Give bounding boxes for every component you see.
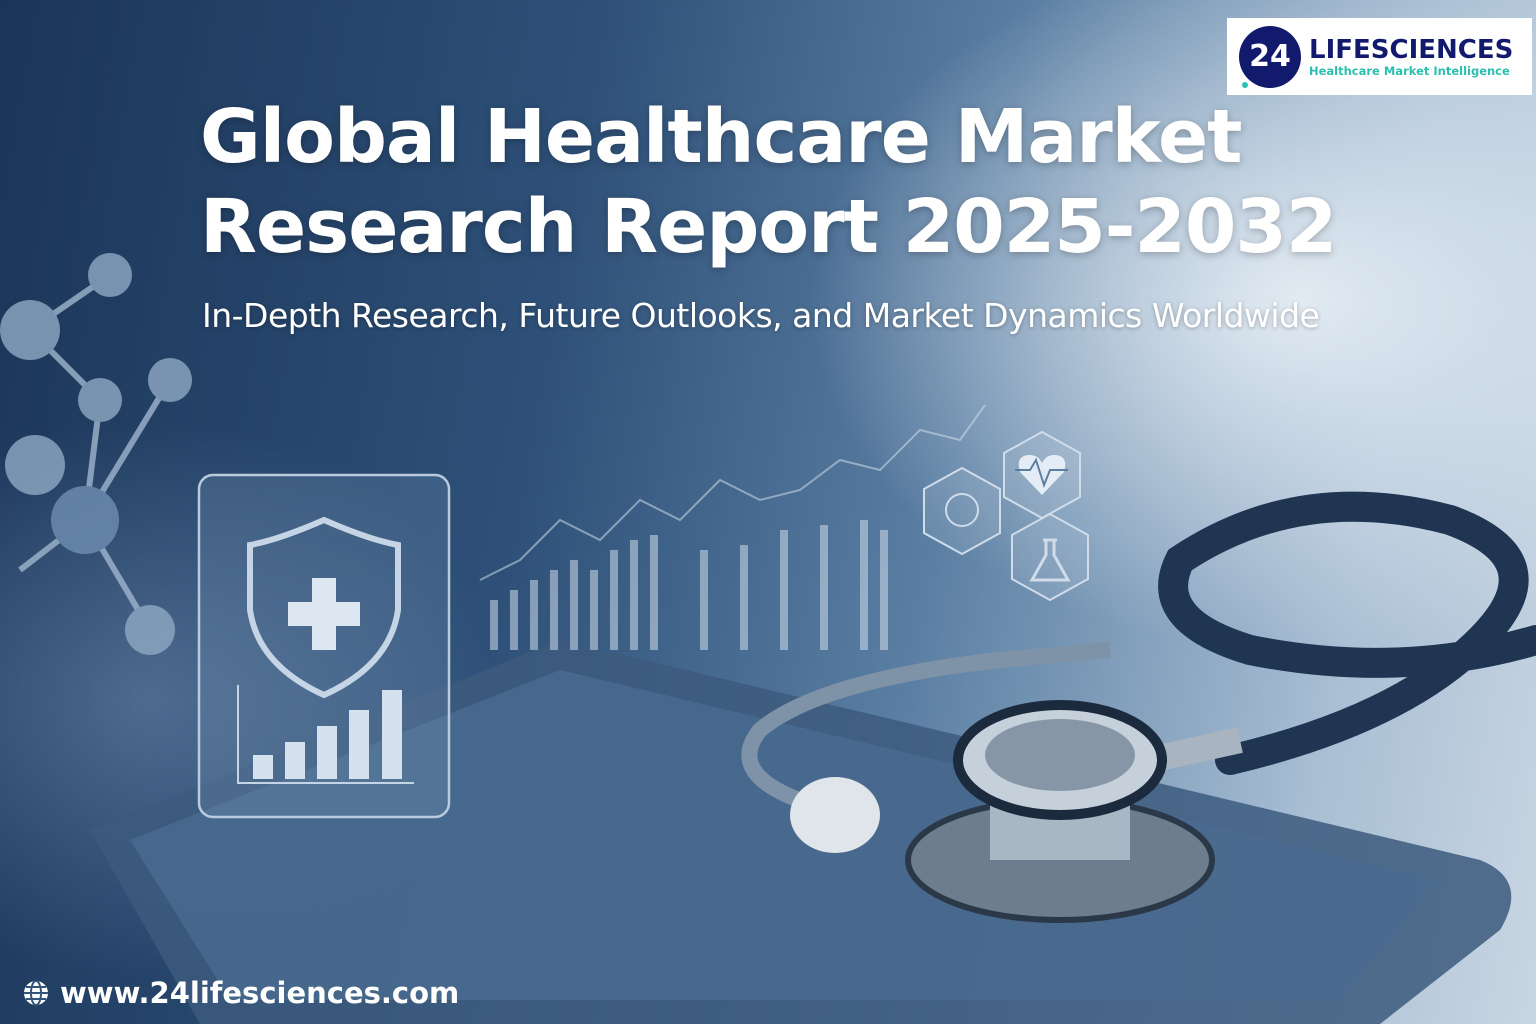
title-line-1: Global Healthcare Market	[200, 94, 1243, 180]
logo-dot	[1242, 81, 1248, 88]
flask-icon	[1029, 538, 1071, 582]
brand-logo: 24 LIFESCIENCES Healthcare Market Intell…	[1227, 18, 1532, 95]
logo-name: LIFESCIENCES	[1309, 34, 1514, 65]
globe-icon	[24, 980, 48, 1006]
bar-chart-icon	[253, 690, 402, 779]
shield-card	[197, 473, 451, 819]
shield-plus-icon	[247, 516, 401, 699]
title-line-2: Research Report 2025-2032	[200, 184, 1337, 270]
hexagon-icons	[923, 430, 1089, 602]
stethoscope-icon	[741, 491, 1536, 923]
molecule-icon	[0, 253, 192, 655]
footer-website[interactable]: www.24lifesciences.com	[22, 976, 459, 1010]
background-line-chart	[479, 404, 986, 650]
logo-tagline: Healthcare Market Intelligence	[1309, 63, 1510, 78]
page-subtitle: In-Depth Research, Future Outlooks, and …	[202, 296, 1320, 335]
logo-badge-text: 24	[1249, 39, 1291, 74]
heartbeat-icon	[1018, 455, 1066, 495]
logo-badge: 24	[1239, 25, 1301, 88]
dna-icon	[945, 493, 979, 527]
page-title: Global Healthcare Market Research Report…	[200, 92, 1337, 272]
website-link[interactable]: www.24lifesciences.com	[60, 976, 460, 1010]
